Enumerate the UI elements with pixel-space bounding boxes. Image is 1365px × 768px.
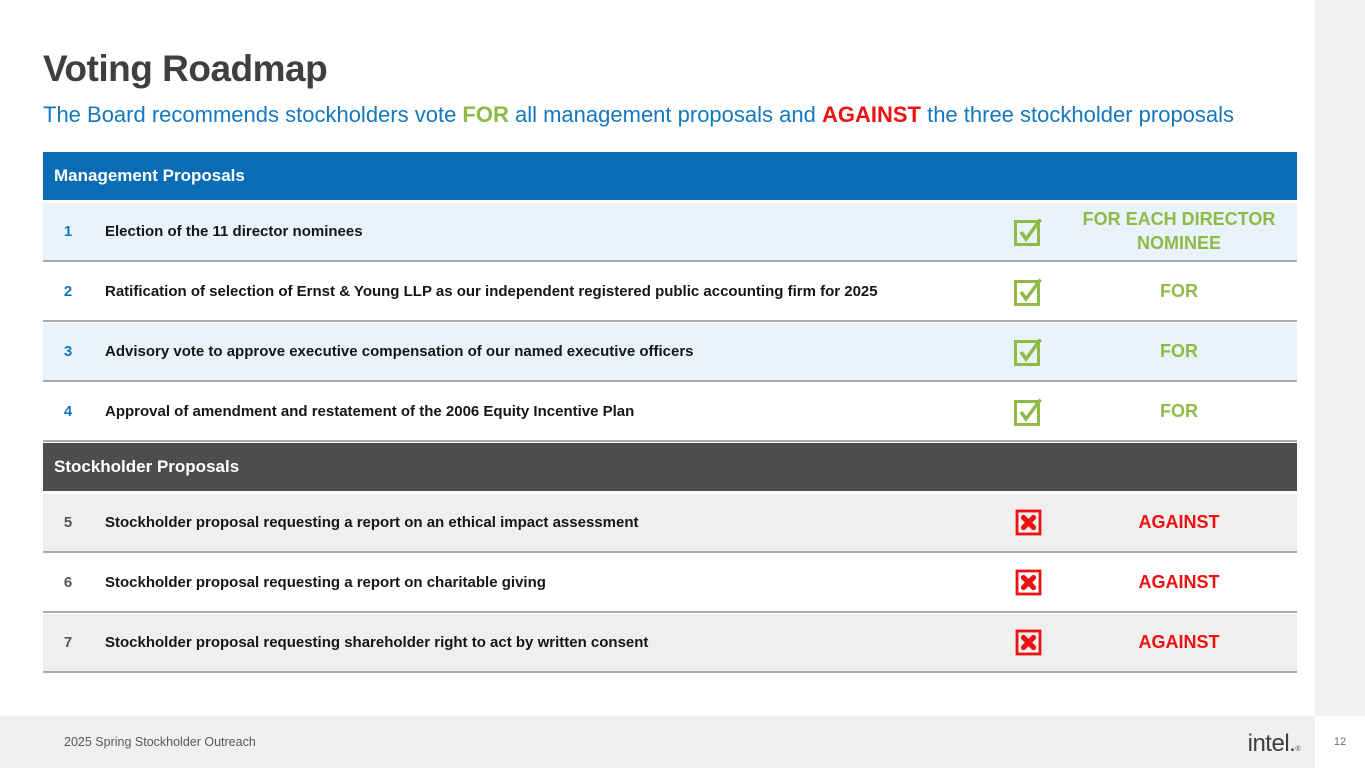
red-crossed-box-icon [995, 629, 1061, 656]
subtitle-for-highlight: FOR [462, 102, 509, 127]
proposal-number: 2 [63, 283, 73, 300]
proposal-text: Stockholder proposal requesting a report… [105, 574, 546, 591]
management-proposals-header: Management Proposals [43, 152, 1297, 200]
table-row-proposal-7: 7 Stockholder proposal requesting shareh… [43, 614, 1297, 673]
vote-recommendation: AGAINST [1138, 631, 1220, 652]
proposal-text: Stockholder proposal requesting sharehol… [105, 634, 649, 651]
proposal-text: Stockholder proposal requesting a report… [105, 514, 639, 531]
page-number-box: 12 [1315, 716, 1365, 768]
vote-recommendation: FOR [1160, 280, 1198, 301]
slide-subtitle: The Board recommends stockholders vote F… [43, 102, 1234, 128]
green-checked-box-icon [995, 277, 1061, 307]
proposal-number: 1 [63, 223, 73, 240]
stockholder-proposals-header: Stockholder Proposals [43, 443, 1297, 491]
vote-recommendation: FOR [1160, 400, 1198, 421]
subtitle-text: the three stockholder proposals [920, 102, 1235, 127]
voting-proposals-table: Management Proposals 1 Election of the 1… [43, 152, 1297, 674]
red-crossed-box-icon [995, 509, 1061, 536]
table-row-proposal-1: 1 Election of the 11 director nominees F… [43, 203, 1297, 262]
proposal-text: Election of the 11 director nominees [105, 223, 363, 240]
page-number: 12 [1333, 736, 1347, 748]
table-row-proposal-3: 3 Advisory vote to approve executive com… [43, 323, 1297, 382]
proposal-text: Ratification of selection of Ernst & You… [105, 283, 878, 300]
section-header-label: Stockholder Proposals [54, 457, 240, 476]
proposal-number: 6 [63, 574, 73, 591]
subtitle-text: all management proposals and [508, 102, 822, 127]
proposal-text: Advisory vote to approve executive compe… [105, 343, 694, 360]
vote-recommendation: AGAINST [1138, 571, 1220, 592]
footer-bar: 2025 Spring Stockholder Outreach intel.® [0, 716, 1315, 768]
table-row-proposal-4: 4 Approval of amendment and restatement … [43, 383, 1297, 442]
proposal-number: 3 [63, 343, 73, 360]
proposal-text: Approval of amendment and restatement of… [105, 403, 635, 420]
intel-logo: intel.® [1247, 730, 1301, 757]
vote-recommendation: AGAINST [1138, 511, 1220, 532]
subtitle-against-highlight: AGAINST [821, 102, 921, 127]
red-crossed-box-icon [995, 569, 1061, 596]
vote-recommendation: FOR [1160, 340, 1198, 361]
proposal-number: 5 [63, 514, 73, 531]
table-row-proposal-5: 5 Stockholder proposal requesting a repo… [43, 494, 1297, 553]
slide-title: Voting Roadmap [43, 48, 328, 89]
intel-logo-text: intel. [1247, 730, 1296, 757]
footer-deck-title: 2025 Spring Stockholder Outreach [64, 735, 256, 749]
green-checked-box-icon [995, 397, 1061, 427]
green-checked-box-icon [995, 217, 1061, 247]
viewer-right-gutter [1315, 0, 1365, 716]
section-header-label: Management Proposals [54, 166, 245, 185]
proposal-number: 4 [63, 403, 73, 420]
table-row-proposal-6: 6 Stockholder proposal requesting a repo… [43, 554, 1297, 613]
registered-trademark-icon: ® [1295, 746, 1300, 753]
subtitle-text: The Board recommends stockholders vote [43, 102, 463, 127]
vote-recommendation: FOR EACH DIRECTOR NOMINEE [1082, 209, 1276, 253]
green-checked-box-icon [995, 337, 1061, 367]
proposal-number: 7 [63, 634, 73, 651]
table-row-proposal-2: 2 Ratification of selection of Ernst & Y… [43, 263, 1297, 322]
